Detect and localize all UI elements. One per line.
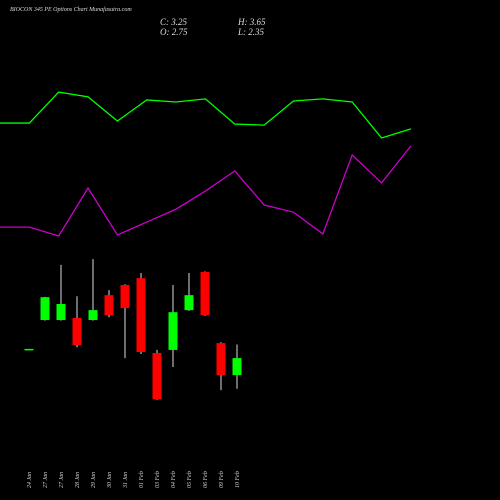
candle-body [56,304,66,320]
candle-body [136,278,146,352]
chart-title: BIOCON 345 PE Options Chart Munafasutra.… [10,6,132,13]
high-label: H: 3.65 [237,17,266,27]
candle-body [72,317,82,346]
candle-body [232,358,242,376]
x-tick-label: 03 Feb [155,471,161,488]
candle-body [24,348,34,351]
x-tick-label: 30 Jan [107,472,113,489]
candle-body [184,295,194,311]
candle-body [200,272,210,316]
x-tick-label: 27 Jan [43,472,49,488]
x-tick-label: 24 Jan [26,472,33,488]
indicator-line [0,145,412,237]
x-tick-label: 01 Feb [139,471,145,488]
x-tick-label: 05 Feb [187,471,193,488]
low-label: L: 2.35 [237,27,265,37]
candle-body [88,310,98,320]
candle-body [216,343,226,376]
x-tick-label: 27 Jan [59,472,65,488]
candle-body [120,284,130,309]
candle-body [40,297,50,320]
candle-body [168,312,178,350]
candle-body [104,295,114,316]
close-label: C: 3.25 [160,17,188,27]
indicator-line [0,91,412,139]
x-tick-label: 09 Feb [219,471,225,488]
x-tick-label: 06 Feb [203,471,209,488]
open-label: O: 2.75 [160,27,188,37]
x-tick-label: 04 Feb [170,471,177,488]
x-tick-label: 28 Jan [75,472,81,488]
candle-body [152,352,162,400]
x-tick-label: 10 Feb [235,471,241,488]
x-tick-label: 31 Jan [123,472,129,489]
x-tick-label: 29 Jan [91,472,97,488]
